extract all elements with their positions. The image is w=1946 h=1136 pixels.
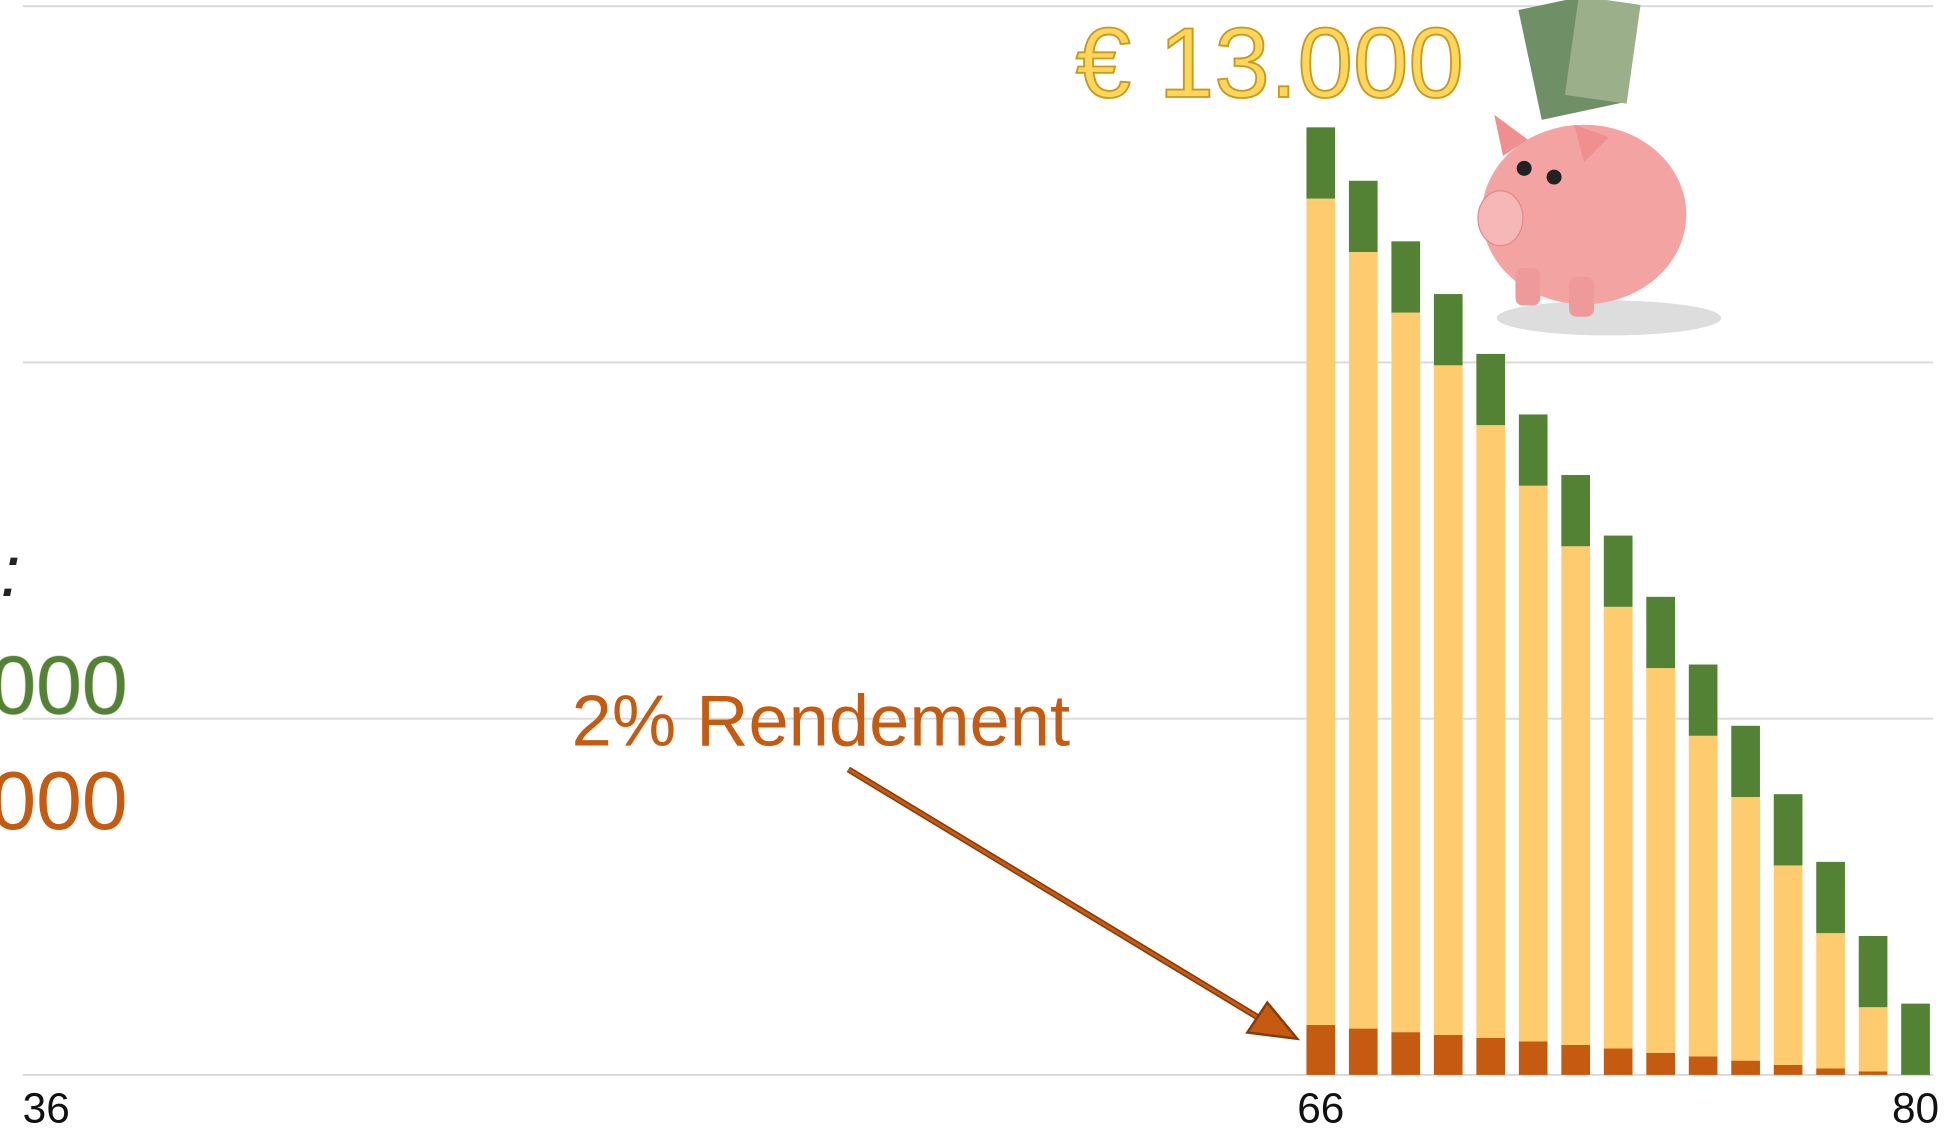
bar-segment [1689,736,1718,1057]
pig-leg [1569,277,1594,317]
bar-segment [1349,252,1378,1029]
bar-segment [1859,1071,1888,1075]
bar-segment [1774,1065,1803,1075]
bar-segment [1816,933,1845,1068]
return-annotation: 2% Rendement [572,682,1070,762]
x-tick-label: 80 [1892,1084,1939,1131]
bar-segment [1561,1045,1590,1075]
bar-segment [1476,354,1505,425]
bar-segment [1349,1029,1378,1075]
bar-segment [1349,181,1378,252]
bar-segment [1476,1038,1505,1075]
bar-segment [1561,475,1590,546]
bar-segment [1731,797,1760,1061]
bar-segment [1561,546,1590,1045]
pig-eye [1547,170,1562,185]
page: : 000 000 € 13.000 2% Rendement 366680 (… [0,0,1946,1136]
bar-segment [1646,597,1675,668]
arrow-head [1247,1003,1297,1039]
bar-segment [1476,425,1505,1038]
bar-segment [1604,1049,1633,1075]
bar-segment [1646,1053,1675,1075]
bar-segment [1689,1056,1718,1075]
bar-segment [1391,1032,1420,1075]
x-axis: 36 66 80 [23,1084,1939,1131]
bar-segment [1816,862,1845,933]
x-tick-label: 66 [1297,1084,1344,1131]
arrow [848,769,1297,1038]
cropped-text: : [0,532,20,612]
cropped-amount: 000 [0,756,128,847]
pig-snout [1478,191,1523,246]
x-tick-label: 36 [23,1084,70,1131]
bar-segment [1859,1007,1888,1071]
bar-segment [1646,668,1675,1053]
bar-segment [1816,1068,1845,1074]
bar-segment [1731,1061,1760,1075]
arrow-line [848,769,1262,1020]
bar-segment [1689,665,1718,736]
bar-segment [1391,241,1420,312]
bar-segment [1774,794,1803,865]
bar-segment [1774,865,1803,1064]
money [1565,0,1641,104]
cropped-amount: 000 [0,640,128,731]
pig-eye [1517,161,1532,176]
bar-segment [1434,1035,1463,1075]
bar-segment [1306,199,1335,1025]
bar-segment [1519,414,1548,485]
bar-segment [1604,536,1633,607]
bar-segment [1434,294,1463,365]
amount-annotation: € 13.000 [1076,8,1464,119]
bar-segment [1901,1004,1930,1075]
bar-segment [1731,726,1760,797]
pig-leg [1515,268,1540,305]
piggy-bank [1478,0,1721,335]
chart: : 000 000 € 13.000 2% Rendement 36 66 80 [0,0,1946,1131]
bar-segment [1306,1025,1335,1075]
bar-segment [1306,127,1335,198]
shadow [1497,301,1721,336]
bar-segment [1434,365,1463,1035]
bar-segment [1519,1041,1548,1074]
bar-segment [1604,607,1633,1049]
bar-segment [1519,486,1548,1042]
bar-segment [1859,936,1888,1007]
bar-segment [1391,313,1420,1033]
